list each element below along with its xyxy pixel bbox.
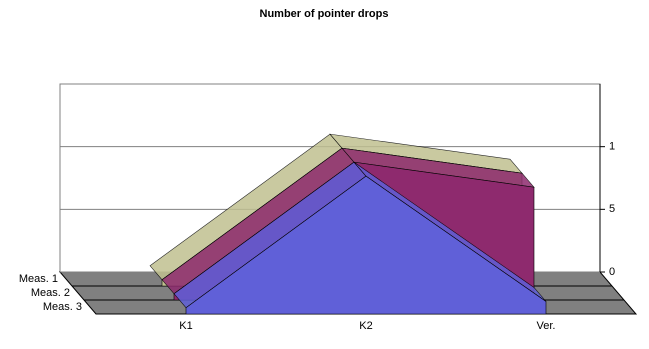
series-label: Meas. 3 — [43, 301, 82, 313]
area-front — [185, 175, 547, 315]
chart-title: Number of pointer drops — [260, 8, 389, 20]
x-tick-label: K1 — [179, 320, 192, 332]
series-label: Meas. 1 — [19, 273, 58, 285]
y-tick-label: 1 — [609, 141, 615, 153]
y-tick-label: 0 — [609, 266, 615, 278]
series-label: Meas. 2 — [31, 287, 70, 299]
x-tick-label: K2 — [359, 320, 372, 332]
x-tick-label: Ver. — [537, 320, 556, 332]
y-tick-label: 5 — [609, 203, 615, 215]
